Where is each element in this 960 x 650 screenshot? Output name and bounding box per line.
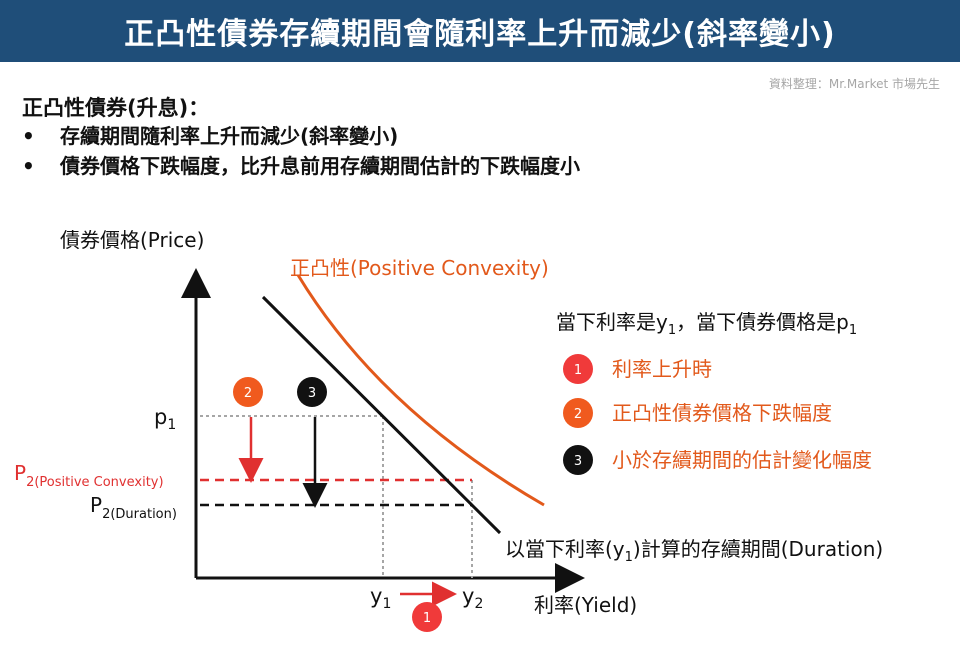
legend-marker-3 [563,445,593,475]
marker-3-diagram: 3 [297,377,327,407]
svg-text:2: 2 [574,407,582,422]
bullet-text: 存續期間隨利率上升而減少(斜率變小) [60,124,399,148]
legend-item-3: 3 小於存續期間的估計變化幅度 [563,445,872,475]
source-note: 資料整理：Mr.Market 市場先生 [768,77,940,91]
legend-marker-2 [563,398,593,428]
svg-text:3: 3 [308,386,316,401]
y1-label: y1 [370,584,391,612]
svg-text:3: 3 [574,454,582,469]
legend-marker-1 [563,354,593,384]
svg-text:1: 1 [423,611,431,626]
legend-header: 當下利率是y1，當下債券價格是p1 [556,310,857,338]
duration-tangent-line [261,295,502,535]
convexity-curve [296,274,545,507]
legend-item-2: 2 正凸性債券價格下跌幅度 [563,398,832,428]
p1-label: p1 [154,405,176,433]
bullet-item: • 債券價格下跌幅度，比升息前用存續期間估計的下跌幅度小 [22,151,580,181]
legend-text-2: 正凸性債券價格下跌幅度 [612,401,832,425]
title-banner: 正凸性債券存續期間會隨利率上升而減少(斜率變小) [0,0,960,62]
intro-heading: 正凸性債券(升息)： [22,96,210,120]
p2-duration-label: P2(Duration) [90,493,177,522]
x-axis-label: 利率(Yield) [534,593,637,617]
legend-text-1: 利率上升時 [612,357,712,381]
legend-item-1: 1 利率上升時 [563,354,712,384]
bullet-text: 債券價格下跌幅度，比升息前用存續期間估計的下跌幅度小 [60,154,580,178]
y2-label: y2 [462,584,483,612]
bullet-dot: • [22,154,35,178]
p2-convexity-label: P2(Positive Convexity) [14,461,164,490]
y-axis-label: 債券價格(Price) [60,228,204,252]
svg-text:1: 1 [574,363,582,378]
page-title: 正凸性債券存續期間會隨利率上升而減少(斜率變小) [124,17,836,52]
bullet-dot: • [22,124,35,148]
bullet-item: • 存續期間隨利率上升而減少(斜率變小) [22,121,580,151]
marker-1-diagram: 1 [412,602,442,632]
convexity-curve-label: 正凸性(Positive Convexity) [290,256,549,280]
svg-text:2: 2 [244,386,252,401]
legend-text-3: 小於存續期間的估計變化幅度 [612,448,872,472]
duration-line-label: 以當下利率(y1)計算的存續期間(Duration) [505,537,883,565]
intro-bullets: • 存續期間隨利率上升而減少(斜率變小) • 債券價格下跌幅度，比升息前用存續期間估… [22,121,580,181]
marker-2-diagram: 2 [233,377,263,407]
